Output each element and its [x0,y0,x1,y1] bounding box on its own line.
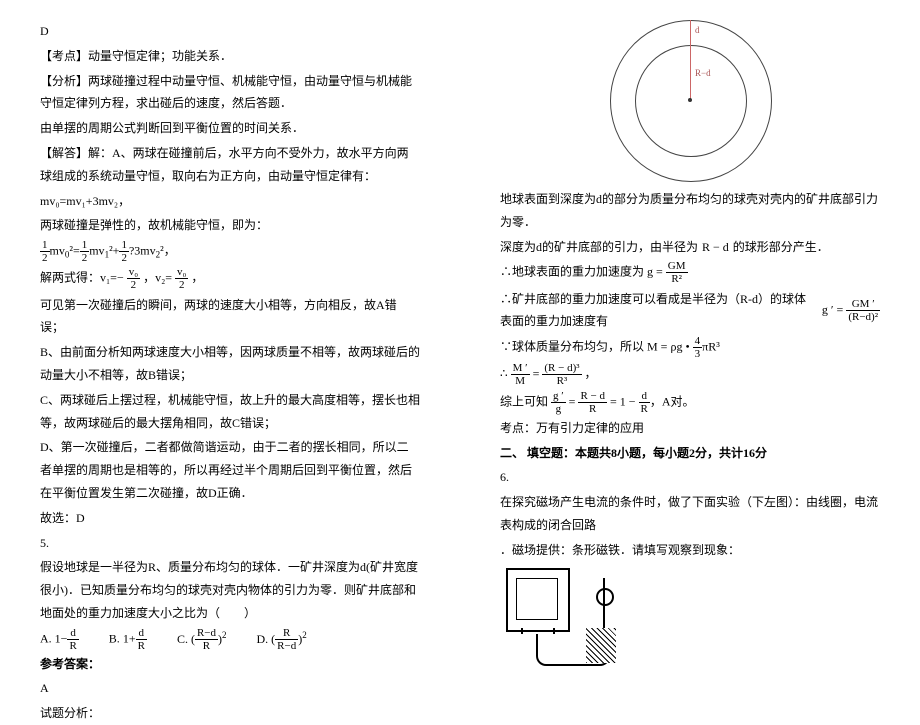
frac-v0-1: v₀2 [127,266,140,291]
right-column: d R−d 地球表面到深度为d的部分为质量分布均匀的球壳对壳内的矿井底部引力为零… [500,20,880,631]
radius-rd-line [690,45,691,100]
frac-v0-2: v₀2 [175,266,188,291]
shell-diagram: d R−d [600,20,780,180]
coil-ring [596,588,614,606]
meter-legs [521,628,555,634]
jieda-label: 【解答】 [40,146,88,160]
option-a: A. 1−dR [40,627,79,653]
left-column: D 【考点】动量守恒定律；功能关系． 【分析】两球碰撞过程中动量守恒、机械能守恒… [40,20,420,631]
experiment-diagram [506,568,626,678]
q6-num: 6. [500,466,880,489]
options-row: A. 1−dR B. 1+dR C. (R−dR)2 D. (RR−d)2 [40,627,420,653]
kaodian: 【考点】动量守恒定律；功能关系． [40,45,420,68]
section2-heading: 二、 填空题：本题共8小题，每小题2分，共计16分 [500,442,880,465]
frac-half-3: 12 [119,239,129,264]
option-b: B. 1+dR [109,627,147,653]
item-c: C、两球碰后上摆过程，机械能守恒，故上升的最大高度相等，摆长也相等，故两球碰后的… [40,389,420,435]
frac-half-2: 12 [80,239,90,264]
jieda: 【解答】解：A、两球在碰撞前后，水平方向不受外力，故水平方向两球组成的系统动量守… [40,142,420,188]
q6-text2: ．磁场提供：条形磁铁．请填写观察到现象： [500,539,880,562]
q5-num: 5. [40,532,420,555]
kaodian-label: 【考点】 [40,49,88,63]
q6-text1: 在探究磁场产生电流的条件时，做了下面实验（下左图）：由线圈，电流表构成的闭合回路 [500,491,880,537]
r-line4: ∴矿井底部的重力加速度可以看成是半径为（R-d）的球体表面的重力加速度有 g ′… [500,288,880,334]
r-eq-g-ratio: 综上可知 g ′g = R − dR = 1 − dR，A对。 [500,390,880,415]
guxuan: 故选：D [40,507,420,530]
frac-half-1: 12 [40,239,50,264]
kaodian-text: 动量守恒定律；功能关系． [88,49,232,63]
eq2: 12mv0²=12mv1²+12?3mv2²， [40,239,420,264]
label-d: d [695,22,700,39]
magnet-icon [586,628,616,663]
r-line5: ∵球体质量分布均匀，所以 M = ρg • 43πR³ [500,335,880,360]
r-line1: 地球表面到深度为d的部分为质量分布均匀的球壳对壳内的矿井底部引力为零． [500,188,880,234]
pendulum-line: 由单摆的周期公式判断回到平衡位置的时间关系． [40,117,420,140]
r-line3: ∴地球表面的重力加速度为 g = GMR² [500,260,880,285]
shiti: 试题分析： [40,702,420,725]
radius-d-line [690,20,691,45]
solve: 解两式得：v₁=− v₀2 ，v₂= v₀2 ， [40,266,420,291]
eq1: mv₀=mv₁+3mv₂， [40,190,420,213]
kaodian2: 考点：万有引力定律的应用 [500,417,880,440]
center-dot [688,98,692,102]
answer-d: D [40,20,420,43]
fenxi-label: 【分析】 [40,74,88,88]
jieda-a: 解：A、两球在碰撞前后，水平方向不受外力，故水平方向两球组成的系统动量守恒，取向… [40,146,409,183]
option-d: D. (RR−d)2 [257,627,307,653]
galvanometer [506,568,570,632]
ans5: A [40,677,420,700]
fenxi-text: 两球碰撞过程中动量守恒、机械能守恒，由动量守恒与机械能守恒定律列方程，求出碰后的… [40,74,412,111]
q5-text: 假设地球是一半径为R、质量分布均匀的球体．一矿井深度为d(矿井宽度很小)．已知质… [40,556,420,624]
meter-face [516,578,558,620]
ckda: 参考答案： [40,653,420,676]
label-rd: R−d [695,65,711,82]
elastic: 两球碰撞是弹性的，故机械能守恒，即为： [40,214,420,237]
item-b: B、由前面分析知两球速度大小相等，因两球质量不相等，故两球碰后的动量大小不相等，… [40,341,420,387]
r-line2: 深度为d的矿井底部的引力，由半径为R − d的球形部分产生． [500,236,880,259]
item-d: D、第一次碰撞后，二者都做简谐运动，由于二者的摆长相同，所以二者单摆的周期也是相… [40,436,420,504]
r-eq-mass-ratio: ∴ M ′M = (R − d)³R³ ， [500,362,880,387]
fenxi: 【分析】两球碰撞过程中动量守恒、机械能守恒，由动量守恒与机械能守恒定律列方程，求… [40,70,420,116]
conclusion-a: 可见第一次碰撞后的瞬间，两球的速度大小相等，方向相反，故A错误； [40,294,420,340]
option-c: C. (R−dR)2 [177,627,227,653]
